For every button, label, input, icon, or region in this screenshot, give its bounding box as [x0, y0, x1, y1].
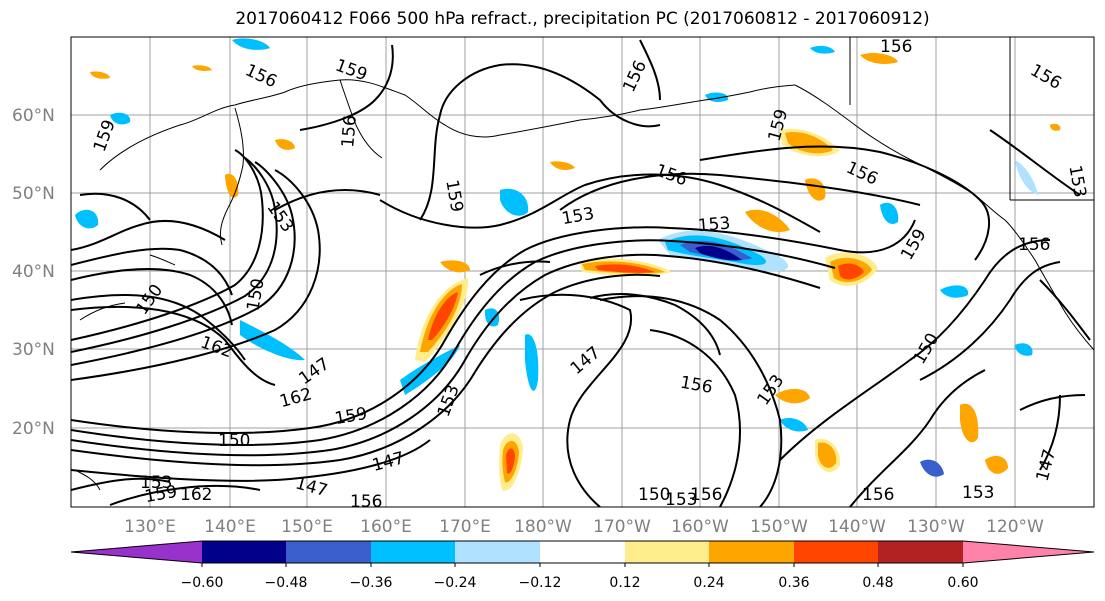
contour-label: 156: [338, 114, 361, 148]
colorbar: −0.60 −0.48 −0.36 −0.24 −0.12 0.12 0.24 …: [70, 540, 1095, 591]
colorbar-tick-label: 0.24: [693, 575, 724, 591]
colorbar-tick-label: −0.48: [265, 575, 308, 591]
contour-label: 150: [218, 431, 250, 451]
lon-label: 150°W: [750, 517, 808, 537]
colorbar-segment: [286, 541, 371, 563]
latitude-labels: 60°N 50°N 40°N 30°N 20°N: [12, 106, 55, 439]
colorbar-tick-label: 0.48: [862, 575, 893, 591]
contour-label: 150: [638, 485, 670, 505]
contour-label: 156: [690, 485, 722, 505]
lon-label: 120°W: [986, 517, 1044, 537]
lon-label: 130°E: [124, 517, 176, 537]
colorbar-segment: [540, 541, 625, 563]
lat-label: 50°N: [12, 184, 55, 204]
colorbar-tick-label: −0.12: [519, 575, 562, 591]
colorbar-tick-label: 0.12: [609, 575, 640, 591]
lon-label: 150°E: [281, 517, 333, 537]
colorbar-segment: [71, 541, 202, 563]
colorbar-segment: [371, 541, 455, 563]
contour-label: 153: [697, 213, 731, 236]
colorbar-segment: [625, 541, 709, 563]
colorbar-segment: [963, 541, 1094, 563]
lat-label: 20°N: [12, 419, 55, 439]
colorbar-tick-label: 0.36: [778, 575, 809, 591]
lon-label: 160°E: [360, 517, 412, 537]
contour-label: 162: [180, 485, 212, 505]
lon-label: 180°W: [514, 517, 572, 537]
colorbar-segment: [878, 541, 963, 563]
lon-label: 170°W: [593, 517, 651, 537]
precipitation-shading: [75, 38, 1061, 491]
colorbar-segment: [202, 541, 286, 563]
lon-label: 130°W: [907, 517, 965, 537]
contour-label: 153: [665, 490, 697, 510]
colorbar-tick-label: 0.60: [947, 575, 978, 591]
contour-label: 156: [862, 485, 894, 505]
colorbar-segments: [70, 540, 1095, 567]
lat-label: 60°N: [12, 106, 55, 126]
contour-label: 156: [1018, 235, 1050, 255]
colorbar-ticks: −0.60 −0.48 −0.36 −0.24 −0.12 0.12 0.24 …: [181, 575, 979, 591]
colorbar-tick-label: −0.24: [434, 575, 477, 591]
colorbar-tick-label: −0.36: [350, 575, 393, 591]
plot-frame: [70, 36, 1095, 508]
map-title: 2017060412 F066 500 hPa refract., precip…: [235, 9, 930, 29]
lat-label: 30°N: [12, 340, 55, 360]
refractivity-contours: [71, 39, 1091, 507]
contour-label: 156: [880, 37, 912, 57]
lon-label: 140°E: [204, 517, 256, 537]
longitude-labels: 130°E 140°E 150°E 160°E 170°E 180°W 170°…: [124, 517, 1044, 537]
lon-label: 140°W: [828, 517, 886, 537]
lon-label: 170°E: [439, 517, 491, 537]
colorbar-segment: [794, 541, 878, 563]
contour-label: 156: [350, 492, 382, 512]
colorbar-segment: [455, 541, 540, 563]
contour-label: 153: [962, 483, 994, 503]
contour-label: 153: [140, 473, 172, 493]
colorbar-segment: [709, 541, 794, 563]
lon-label: 160°W: [671, 517, 729, 537]
lat-label: 40°N: [12, 262, 55, 282]
colorbar-tick-label: −0.60: [181, 575, 224, 591]
